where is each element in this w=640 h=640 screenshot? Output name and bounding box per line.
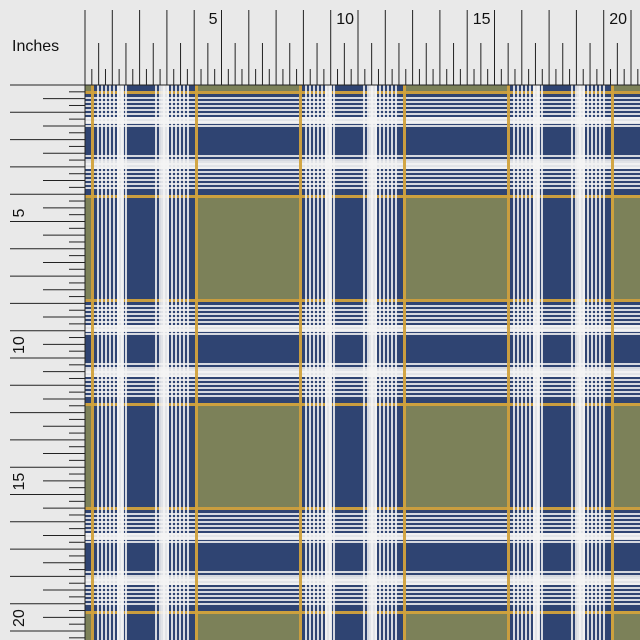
left-ruler-label: 5 xyxy=(11,209,28,218)
top-ruler-label: 15 xyxy=(473,11,491,28)
unit-label: Inches xyxy=(12,38,59,55)
top-ruler-label: 20 xyxy=(609,11,627,28)
left-ruler-label: 10 xyxy=(11,336,28,354)
left-ruler-label: 15 xyxy=(11,473,28,491)
top-ruler-label: 5 xyxy=(209,11,218,28)
ruler-ticks xyxy=(10,10,640,640)
fabric-swatch xyxy=(85,85,640,640)
left-ruler-label: 20 xyxy=(11,609,28,627)
ruler-labels: 5 10 15 20 5 10 15 20 xyxy=(11,11,627,627)
top-ruler-label: 10 xyxy=(336,11,354,28)
